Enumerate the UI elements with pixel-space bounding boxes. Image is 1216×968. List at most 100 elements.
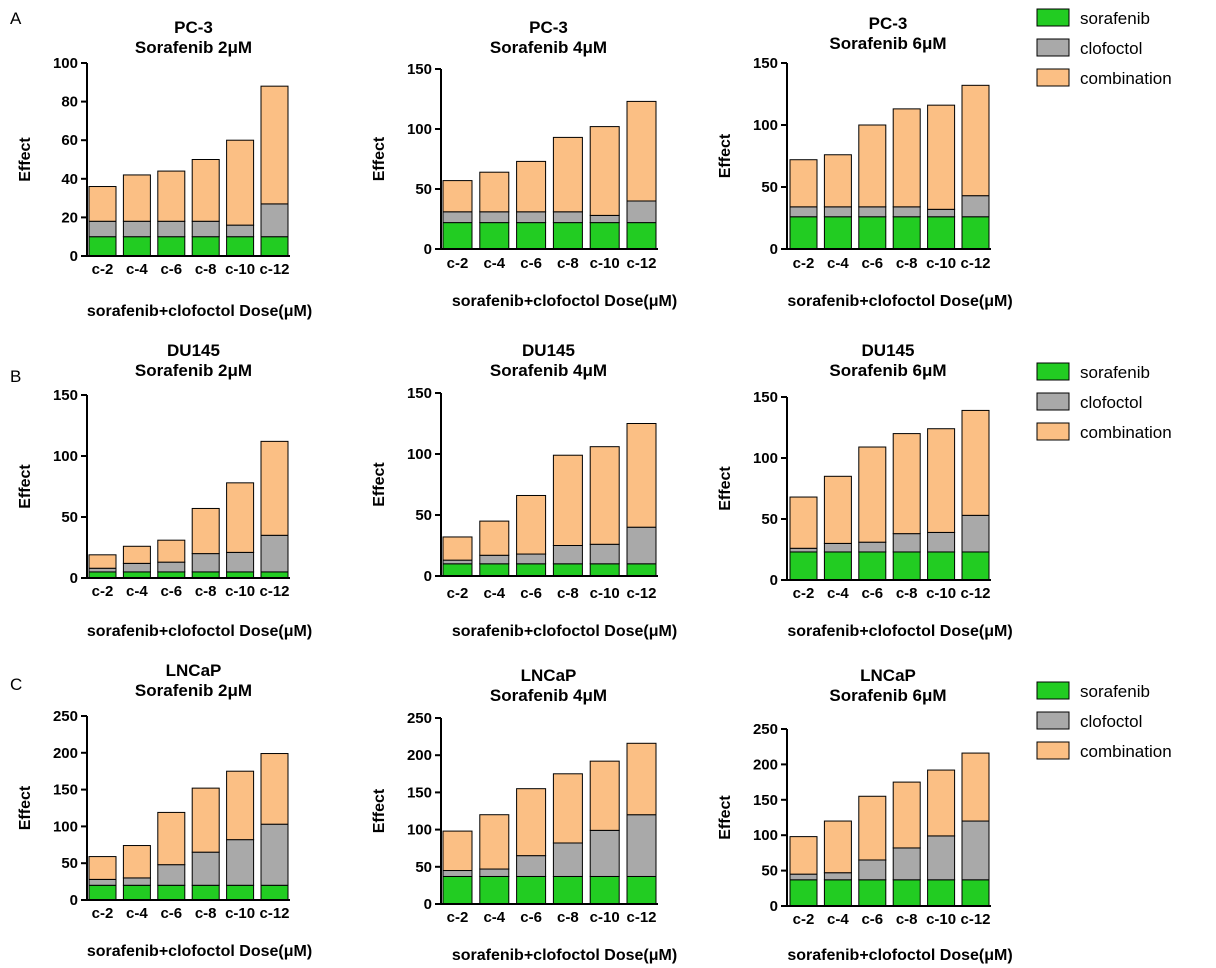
x-tick-label: c-6	[520, 585, 542, 602]
bar-segment-combination	[88, 554, 117, 569]
bar-segment-combination	[442, 180, 473, 213]
x-axis-label: sorafenib+clofoctol Dose(μM)	[452, 947, 677, 964]
bar-segment-clofoctol	[858, 206, 887, 218]
y-tick-label: 100	[407, 446, 432, 463]
bar-segment-combination	[789, 159, 818, 208]
y-axis-label: Effect	[717, 133, 734, 178]
y-tick-label: 0	[770, 898, 778, 915]
bar-segment-combination	[122, 845, 151, 879]
bar-segment-sorafenib	[823, 879, 852, 907]
bar-segment-clofoctol	[589, 214, 620, 224]
bar-segment-combination	[927, 769, 956, 837]
bar-segment-clofoctol	[892, 847, 921, 881]
bar-segment-combination	[191, 787, 220, 853]
y-tick-label: 100	[407, 121, 432, 138]
legend-swatch-combination	[1036, 68, 1070, 87]
x-tick-label: c-4	[827, 585, 849, 602]
x-tick-label: c-12	[626, 255, 656, 272]
bar-segment-sorafenib	[260, 884, 289, 901]
x-tick-label: c-8	[195, 261, 217, 278]
bar-segment-combination	[789, 836, 818, 875]
chart-title-line: DU145	[862, 341, 915, 360]
bar-segment-combination	[516, 160, 547, 213]
x-axis-label: sorafenib+clofoctol Dose(μM)	[787, 623, 1012, 640]
x-axis-label: sorafenib+clofoctol Dose(μM)	[87, 943, 312, 960]
bar-segment-combination	[858, 795, 887, 861]
bar-segment-sorafenib	[442, 563, 473, 577]
bar-segment-sorafenib	[961, 551, 990, 581]
x-tick-label: c-12	[259, 905, 289, 922]
bar-segment-clofoctol	[858, 541, 887, 553]
y-tick-label: 0	[770, 241, 778, 258]
y-tick-label: 200	[53, 745, 78, 762]
bar-segment-clofoctol	[191, 553, 220, 573]
x-tick-label: c-2	[447, 909, 469, 926]
y-tick-label: 50	[61, 509, 78, 526]
bar-segment-sorafenib	[479, 563, 510, 577]
bar-segment-sorafenib	[892, 879, 921, 907]
bar-segment-sorafenib	[442, 875, 473, 905]
bar-segment-combination	[122, 174, 151, 222]
bar-segment-clofoctol	[516, 211, 547, 224]
bar-segment-combination	[157, 170, 186, 222]
legend-swatch-sorafenib	[1036, 681, 1070, 700]
chart-title-line: PC-3	[174, 18, 213, 37]
bar-segment-clofoctol	[122, 877, 151, 886]
bar-segment-clofoctol	[961, 820, 990, 881]
bar-segment-combination	[122, 545, 151, 564]
y-tick-label: 0	[70, 248, 78, 265]
y-tick-label: 100	[753, 450, 778, 467]
x-tick-label: c-8	[195, 905, 217, 922]
panel-letter-b: B	[10, 367, 21, 386]
bar-segment-combination	[961, 752, 990, 822]
chart-title-line: DU145	[522, 341, 575, 360]
legend-swatch-clofoctol	[1036, 38, 1070, 57]
y-tick-label: 80	[61, 94, 78, 111]
bar-segment-combination	[226, 139, 255, 226]
bar-segment-sorafenib	[789, 551, 818, 581]
bar-segment-clofoctol	[157, 220, 186, 238]
x-tick-label: c-12	[960, 585, 990, 602]
y-tick-label: 100	[753, 117, 778, 134]
x-tick-label: c-2	[447, 255, 469, 272]
bar-segment-combination	[589, 446, 620, 545]
bar-segment-sorafenib	[626, 222, 657, 250]
bar-segment-combination	[157, 811, 186, 866]
bar-segment-sorafenib	[88, 884, 117, 901]
legend-swatch-sorafenib	[1036, 8, 1070, 27]
x-tick-label: c-8	[557, 909, 579, 926]
bar-segment-combination	[552, 773, 583, 844]
bar-segment-combination	[516, 494, 547, 555]
legend-label-sorafenib: sorafenib	[1080, 9, 1150, 28]
bar-segment-combination	[927, 428, 956, 533]
x-tick-label: c-4	[126, 261, 148, 278]
bar-segment-clofoctol	[226, 839, 255, 886]
chart-title-line: PC-3	[529, 18, 568, 37]
y-tick-label: 250	[407, 710, 432, 727]
x-tick-label: c-4	[827, 911, 849, 928]
chart-title-line: Sorafenib 4μM	[490, 361, 607, 380]
bar-segment-sorafenib	[892, 216, 921, 250]
bar-segment-sorafenib	[157, 884, 186, 901]
bar-segment-sorafenib	[858, 216, 887, 250]
bar-segment-combination	[892, 781, 921, 849]
y-tick-label: 0	[424, 896, 432, 913]
bar-segment-sorafenib	[260, 236, 289, 257]
x-tick-label: c-6	[520, 909, 542, 926]
x-axis-label: sorafenib+clofoctol Dose(μM)	[787, 947, 1012, 964]
bar-segment-sorafenib	[157, 236, 186, 257]
x-tick-label: c-2	[92, 905, 114, 922]
bar-segment-clofoctol	[226, 224, 255, 238]
chart-title-line: LNCaP	[860, 666, 916, 685]
bar-segment-sorafenib	[626, 563, 657, 577]
x-tick-label: c-10	[590, 909, 620, 926]
bar-segment-clofoctol	[789, 547, 818, 553]
y-tick-label: 150	[753, 792, 778, 809]
legend-label-combination: combination	[1080, 742, 1172, 761]
bar-segment-combination	[589, 126, 620, 216]
